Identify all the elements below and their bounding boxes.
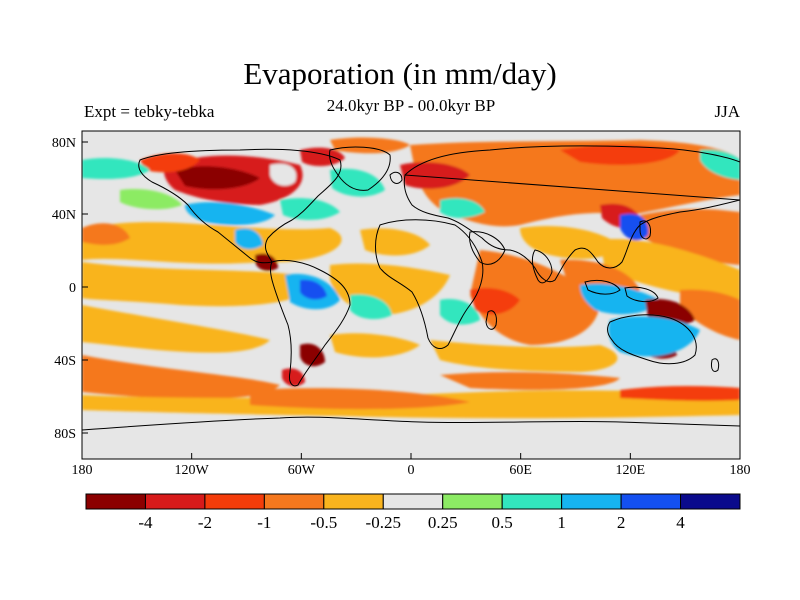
colorbar-swatch — [204, 493, 265, 510]
colorbar-label: 0.25 — [428, 513, 458, 532]
colorbar-swatch — [144, 493, 206, 510]
chart-title: Evaporation (in mm/day) — [243, 56, 557, 91]
longitude-axis: 180 120W 60W 0 60E 120E 180 — [72, 453, 751, 478]
anomaly-fields — [82, 137, 740, 419]
colorbar-label: -4 — [138, 513, 153, 532]
lon-tick-label: 60W — [288, 463, 316, 478]
colorbar-label: 2 — [617, 513, 626, 532]
season-label: JJA — [714, 102, 740, 121]
lat-tick-label: 80N — [52, 136, 76, 151]
experiment-label: Expt = tebky-tebka — [84, 102, 215, 121]
colorbar-label: -0.25 — [366, 513, 401, 532]
lat-tick-label: 40N — [52, 208, 76, 223]
coastlines — [82, 145, 740, 431]
lon-tick-label: 60E — [509, 463, 532, 478]
colorbar-swatch — [323, 493, 384, 510]
colorbar-label: -1 — [257, 513, 271, 532]
colorbar-swatch — [501, 493, 563, 510]
colorbar-label: 0.5 — [492, 513, 513, 532]
colorbar: -4 -2 -1 -0.5 -0.25 0.25 0.5 1 2 4 — [85, 493, 741, 532]
colorbar-label: -0.5 — [310, 513, 337, 532]
lat-tick-label: 0 — [69, 281, 76, 296]
latitude-axis: 80N 40N 0 40S 80S — [52, 136, 88, 442]
colorbar-label: 1 — [557, 513, 566, 532]
colorbar-swatch — [620, 493, 682, 510]
colorbar-swatch — [680, 493, 741, 510]
lon-tick-label: 180 — [730, 463, 751, 478]
lon-tick-label: 180 — [72, 463, 93, 478]
lat-tick-label: 40S — [54, 354, 76, 369]
lon-tick-label: 120W — [175, 463, 210, 478]
colorbar-label: -2 — [198, 513, 212, 532]
lat-tick-label: 80S — [54, 427, 76, 442]
map-field — [82, 131, 740, 459]
colorbar-label: 4 — [676, 513, 685, 532]
lon-tick-label: 120E — [616, 463, 646, 478]
colorbar-swatch — [382, 493, 444, 510]
colorbar-swatch — [85, 493, 146, 510]
colorbar-swatch — [561, 493, 622, 510]
colorbar-swatch — [442, 493, 503, 510]
colorbar-swatch — [263, 493, 325, 510]
lon-tick-label: 0 — [408, 463, 415, 478]
chart-subtitle: 24.0kyr BP - 00.0kyr BP — [326, 96, 496, 115]
